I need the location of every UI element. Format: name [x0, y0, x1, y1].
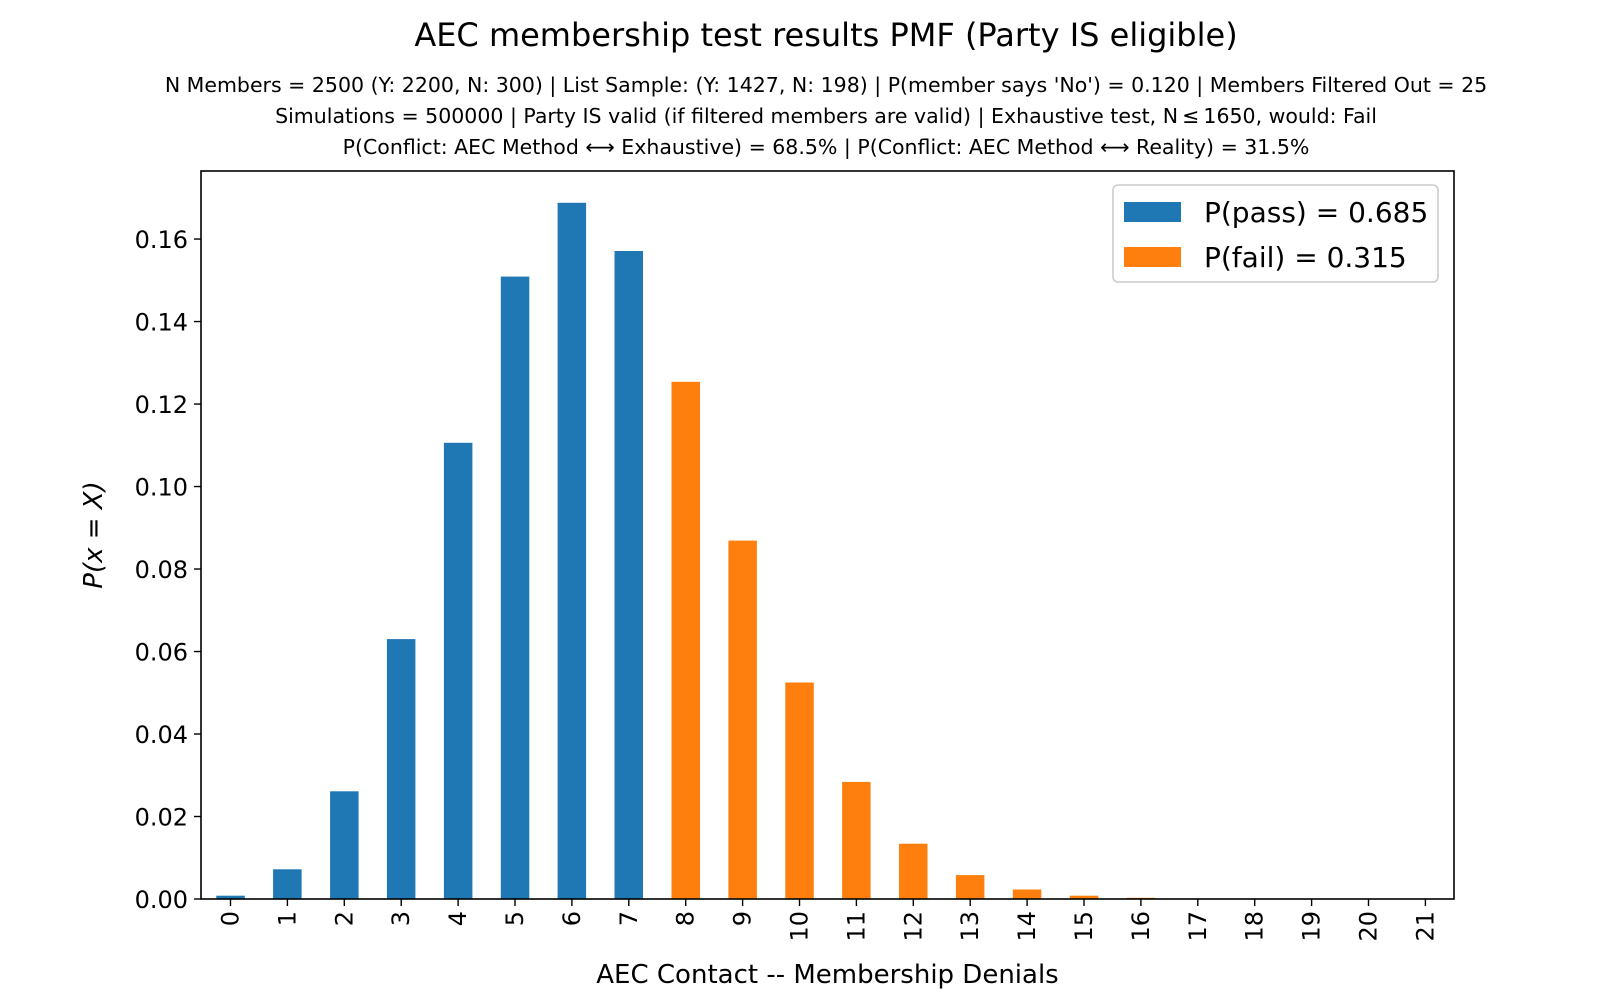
y-axis-label: P(x = X) — [79, 481, 109, 588]
x-tick-label: 15 — [1070, 911, 1098, 942]
bar-6 — [557, 202, 587, 900]
legend-box — [1112, 184, 1439, 283]
bar-14 — [1012, 889, 1042, 899]
legend-label-pass: P(pass) = 0.685 — [1204, 196, 1428, 229]
chart-subtitle-line-3: P(Conflict: AEC Method ⟷ Exhaustive) = 6… — [343, 135, 1310, 160]
bar-15 — [1069, 895, 1099, 899]
legend-swatch-fail — [1124, 247, 1181, 267]
bar-10 — [785, 682, 814, 899]
bar-13 — [955, 875, 985, 899]
chart-subtitle-line-1: N Members = 2500 (Y: 2200, N: 300) | Lis… — [165, 73, 1487, 98]
y-tick-label: 0.06 — [135, 639, 188, 667]
x-tick-label: 12 — [899, 911, 927, 942]
x-tick-label: 1 — [273, 911, 301, 926]
x-tick-label: 6 — [558, 911, 586, 926]
y-tick-label: 0.14 — [135, 309, 188, 337]
bar-5 — [500, 276, 530, 900]
bar-11 — [842, 781, 871, 899]
x-tick-label: 17 — [1184, 911, 1212, 942]
bar-8 — [671, 381, 700, 899]
chart-subtitle-line-2: Simulations = 500000 | Party IS valid (i… — [275, 104, 1377, 129]
x-tick-label: 11 — [842, 911, 870, 942]
x-tick-label: 9 — [729, 911, 757, 926]
y-tick-label: 0.02 — [135, 804, 188, 832]
x-tick-label: 21 — [1411, 911, 1439, 942]
y-tick-label: 0.12 — [135, 391, 188, 419]
x-tick-label: 0 — [217, 911, 245, 926]
y-tick-label: 0.08 — [135, 556, 188, 584]
y-tick-label: 0.16 — [135, 226, 188, 254]
y-tick-label: 0.10 — [135, 474, 188, 502]
bar-2 — [330, 791, 359, 899]
plot-frame — [200, 170, 1455, 900]
bar-3 — [386, 639, 416, 899]
x-tick-label: 19 — [1298, 911, 1326, 942]
x-tick-label: 4 — [444, 911, 472, 926]
x-tick-label: 18 — [1241, 911, 1269, 942]
bar-9 — [728, 540, 757, 899]
bar-1 — [273, 869, 302, 899]
legend-label-fail: P(fail) = 0.315 — [1204, 241, 1407, 274]
chart-title: AEC membership test results PMF (Party I… — [414, 16, 1237, 54]
x-tick-label: 5 — [501, 911, 529, 926]
y-tick-label: 0.04 — [135, 721, 188, 749]
y-axis-ticks: 0.00 0.02 0.04 0.06 0.08 0.10 0.12 0.14 0.16 — [135, 226, 201, 914]
x-tick-label: 3 — [387, 911, 415, 926]
x-tick-label: 10 — [786, 911, 814, 942]
legend: P(pass) = 0.685 P(fail) = 0.315 — [1112, 184, 1439, 283]
bar-group — [216, 202, 1212, 900]
bar-4 — [443, 442, 473, 899]
x-tick-label: 13 — [956, 911, 984, 942]
x-axis-ticks: 0 1 2 3 4 5 6 7 8 9 10 11 12 13 14 15 16 17 18 19 20 21 — [217, 899, 1439, 942]
x-tick-label: 20 — [1355, 911, 1383, 942]
x-axis-label: AEC Contact -- Membership Denials — [596, 960, 1058, 990]
bar-7 — [614, 251, 643, 899]
x-tick-label: 7 — [615, 911, 643, 926]
x-tick-label: 2 — [330, 911, 358, 926]
bar-0 — [216, 895, 245, 899]
legend-swatch-pass — [1124, 202, 1181, 222]
x-tick-label: 16 — [1127, 911, 1155, 942]
x-tick-label: 14 — [1013, 911, 1041, 942]
y-tick-label: 0.00 — [135, 886, 188, 914]
bar-12 — [899, 843, 928, 899]
x-tick-label: 8 — [672, 911, 700, 926]
